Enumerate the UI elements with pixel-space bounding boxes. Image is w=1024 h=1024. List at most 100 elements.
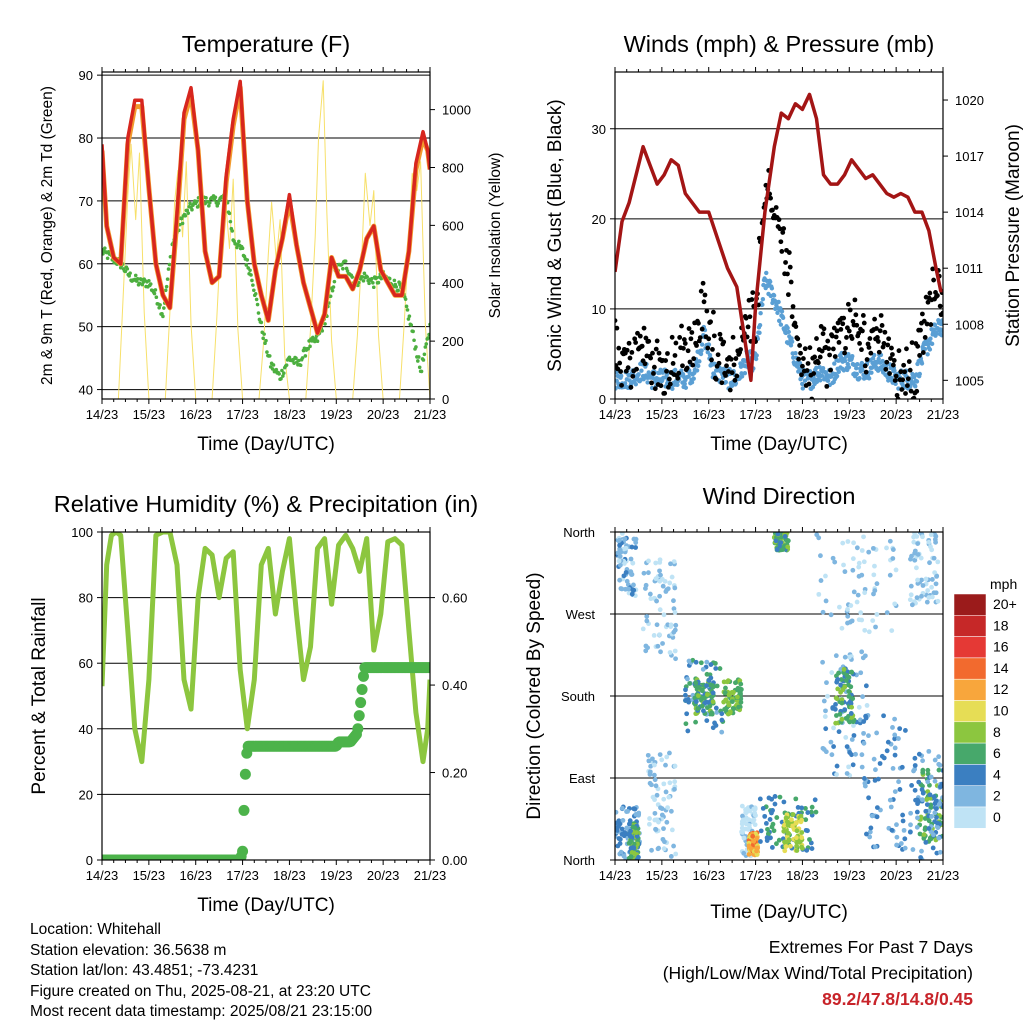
wind-direction-point [772, 801, 778, 807]
sonic-wind-point [854, 365, 859, 371]
sonic-wind-point [869, 370, 874, 375]
wind-direction-point [866, 549, 872, 555]
gust-point [800, 363, 805, 369]
gust-point [698, 288, 704, 294]
wind-direction-point [927, 792, 933, 798]
wind-direction-point [925, 588, 931, 593]
wind-direction-point [713, 666, 719, 671]
rainfall-point [357, 670, 369, 682]
wind-direction-point [912, 550, 918, 556]
gust-point [827, 352, 833, 358]
wind-direction-point [660, 641, 665, 646]
wind-direction-point [832, 706, 838, 712]
sonic-wind-point [785, 325, 790, 331]
wind-direction-point [650, 756, 655, 762]
gust-point [799, 372, 804, 378]
wind-direction-point [862, 590, 868, 596]
wind-direction-point [920, 790, 926, 796]
sonic-wind-point [707, 352, 713, 358]
dewpoint-point [284, 363, 289, 367]
gust-point [628, 384, 634, 390]
wind-direction-point [934, 820, 940, 826]
gust-point [868, 350, 874, 356]
gust-point [904, 383, 910, 388]
wind-direction-point [912, 557, 918, 563]
rainfall-point [237, 845, 249, 857]
wind-direction-point [719, 711, 725, 717]
sonic-wind-point [764, 270, 769, 276]
sonic-wind-point [820, 365, 826, 371]
sonic-wind-point [683, 385, 689, 390]
wind-direction-point [844, 744, 850, 750]
colorbar-swatch [953, 636, 987, 659]
x-tick-label: 17/23 [226, 868, 259, 883]
wind-direction-point [929, 547, 935, 553]
station-latlon: Station lat/lon: 43.4851; -73.4231 [30, 962, 259, 980]
wind-direction-point [874, 805, 880, 811]
dewpoint-point [279, 376, 283, 381]
extremes-box: Extremes For Past 7 Days (High/Low/Max W… [663, 934, 973, 1012]
wind-direction-point [908, 822, 913, 828]
wind-direction-point [872, 777, 878, 783]
gust-point [852, 297, 858, 303]
gust-point [768, 195, 773, 201]
dewpoint-point [343, 259, 348, 263]
gust-point [934, 293, 940, 298]
wind-direction-point [870, 618, 876, 624]
wind-direction-point [750, 833, 756, 839]
wind-direction-point [870, 545, 876, 551]
gust-point [709, 357, 714, 363]
gust-point [637, 333, 643, 339]
gust-point [732, 377, 738, 383]
extremes-values: 89.2/47.8/14.8/0.45 [822, 989, 973, 1009]
wind-direction-point [833, 702, 838, 707]
wind-direction-point [859, 548, 865, 553]
x-tick-label: 20/23 [367, 407, 400, 422]
dewpoint-point [406, 317, 411, 321]
sonic-wind-point [739, 374, 745, 379]
gust-point [860, 313, 866, 318]
gust-point [812, 354, 818, 360]
x-tick-label: 17/23 [226, 407, 259, 422]
wind-direction-point [751, 817, 757, 823]
sonic-wind-point [892, 368, 897, 373]
colorbar-swatch [953, 615, 987, 637]
gust-point [625, 365, 631, 371]
wind-direction-point [921, 832, 927, 837]
dewpoint-point [405, 308, 410, 312]
x-tick-label: 19/23 [833, 868, 866, 883]
dewpoint-point [323, 322, 327, 326]
wind-direction-point [934, 815, 939, 820]
wind-direction-point [829, 670, 835, 675]
sonic-wind-point [940, 318, 943, 323]
x-axis-label: Time (Day/UTC) [197, 895, 335, 916]
wind-direction-point [830, 555, 836, 561]
wind-direction-point [786, 837, 792, 843]
gust-point [925, 299, 931, 305]
wind-direction-point [665, 805, 670, 811]
wind-direction-point [631, 850, 637, 856]
gust-point [665, 351, 670, 356]
gust-point [700, 280, 706, 286]
sonic-wind-point [775, 310, 780, 316]
gust-point [867, 336, 873, 341]
wind-direction-point [867, 829, 873, 835]
wind-direction-point [671, 606, 677, 612]
wind-direction-point [915, 541, 921, 546]
relative-humidity-line [102, 532, 430, 765]
wind-direction-point [731, 689, 736, 695]
wind-direction-point [892, 752, 898, 758]
dewpoint-point [240, 246, 245, 251]
extremes-title: Extremes For Past 7 Days [768, 937, 973, 957]
station-pressure-line [615, 92, 943, 383]
dewpoint-point [183, 213, 188, 218]
gust-point [872, 316, 877, 322]
gust-point [815, 360, 821, 366]
x-tick-label: 16/23 [692, 407, 725, 422]
gust-point [860, 328, 865, 334]
gust-point [630, 373, 636, 379]
wind-direction-point [813, 809, 819, 815]
wind-direction-point [936, 835, 942, 841]
wind-direction-point [928, 836, 934, 842]
wind-direction-point [736, 704, 741, 710]
